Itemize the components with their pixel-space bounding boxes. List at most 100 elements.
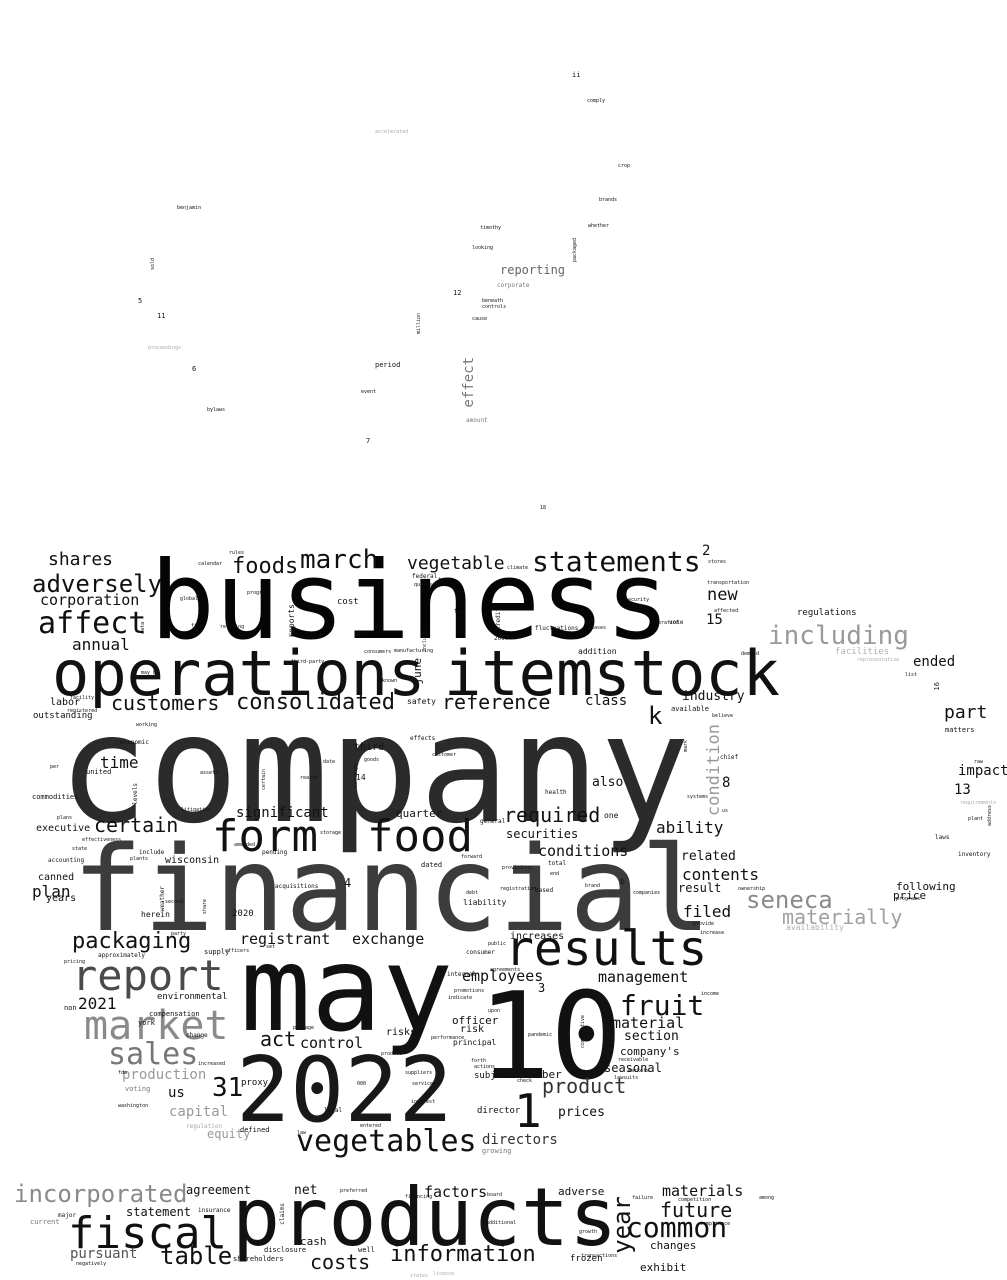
cloud-word: quarter [396,807,443,820]
cloud-word: commodities [32,793,79,801]
cloud-word: party [171,931,187,937]
cloud-word: addition [578,647,617,656]
cloud-word: cost [337,597,359,607]
cloud-word: b [620,877,625,886]
cloud-word: ownership [738,886,766,892]
cloud-word: labor [50,697,81,708]
cloud-word: outstanding [33,711,93,721]
cloud-word: officer [452,1014,499,1027]
cloud-word: affected [714,608,739,614]
cloud-word: ii [572,71,581,79]
cloud-word: health [545,789,567,796]
cloud-word: receivable [618,1057,649,1063]
cloud-word: including [768,621,909,651]
cloud-word: markets [628,1068,650,1074]
cloud-word: seasonal [604,1061,662,1075]
cloud-word: stores [708,559,727,565]
cloud-word: working [136,722,158,728]
cloud-word: end [550,871,560,877]
cloud-word: credit [495,608,502,630]
cloud-word: legal [324,1107,343,1114]
cloud-word: material [612,1014,685,1032]
cloud-word: tax [454,608,465,615]
cloud-word: production [122,1067,207,1083]
cloud-word: actions [474,1064,496,1070]
cloud-word: certain [261,769,267,791]
cloud-word: york [138,1019,155,1027]
cloud-word: annual [72,635,130,654]
cloud-word: goods [364,757,380,763]
cloud-word: calendar [198,561,223,567]
cloud-word: upon [488,1008,501,1014]
cloud-word: internal [447,971,476,978]
cloud-word: failure [632,1195,654,1201]
cloud-word: second [165,899,184,905]
cloud-word: consumer [466,949,495,956]
cloud-word: affect [38,606,147,641]
cloud-word: board [487,1192,503,1198]
cloud-word: j [226,773,230,779]
cloud-word: performance [431,1035,465,1041]
cloud-word: competition [678,1197,712,1203]
cloud-word: mark [683,740,689,753]
cloud-word: accelerated [375,129,409,135]
cloud-word: 13 [954,782,971,798]
cloud-word: exchange [352,930,425,948]
cloud-word: systems [687,794,709,800]
cloud-word: negatively [76,1261,107,1267]
cloud-word: equity [207,1127,251,1141]
cloud-word: 16 [933,682,941,691]
cloud-word: program [247,590,269,596]
cloud-word: interest [411,1099,436,1105]
cloud-word: 7 [366,437,371,445]
cloud-word: share [202,899,208,915]
cloud-word: financing [405,1194,433,1200]
cloud-word: states [410,1273,429,1279]
cloud-word: common [626,1211,728,1244]
cloud-word: third [354,742,385,753]
cloud-word: promotions [454,988,485,994]
cloud-word: accounting [48,857,85,864]
cloud-word: plan [32,882,71,901]
cloud-word: package [293,1025,315,1031]
cloud-word: june [411,658,424,685]
cloud-word: 12 [453,289,462,297]
cloud-word: 2020 [232,909,254,919]
cloud-word: table [160,1242,233,1270]
cloud-word: services [412,1081,437,1087]
cloud-word: 2022 [236,1038,453,1143]
cloud-word: income [701,991,720,997]
cloud-word: seneca [746,886,833,914]
cloud-word: operations [52,637,426,710]
cloud-word: filed [683,902,732,921]
cloud-word: approximately [98,952,145,959]
cloud-word: product [542,1074,627,1098]
cloud-word: dated [421,861,443,869]
cloud-word: food [367,811,473,862]
cloud-word: agreement [186,1183,252,1197]
cloud-word: effect [461,357,477,408]
cloud-word: period [375,361,401,369]
cloud-word: global [180,596,199,602]
cloud-word: insurance [198,1207,231,1214]
cloud-word: brands [599,197,618,203]
cloud-word: availability [786,923,844,932]
cloud-word: effects [410,735,436,742]
cloud-word: growth [579,1229,598,1235]
cloud-word: canned [38,872,75,883]
cloud-word: regulation [186,1123,223,1130]
cloud-word: disclosure [264,1246,307,1254]
cloud-word: benjamin [177,205,202,211]
cloud-word: contents [682,865,760,884]
cloud-word: control [300,1034,364,1052]
cloud-word: pursuant [70,1246,138,1262]
cloud-word: regulations [797,608,857,618]
cloud-word: registered [67,708,98,714]
cloud-word: looking [472,245,494,251]
cloud-word: impact [958,763,1007,779]
cloud-word: risks [386,1027,417,1038]
cloud-word: frozen [570,1254,603,1264]
cloud-word: fluctuations [535,625,579,632]
cloud-word: provisions [502,865,533,871]
cloud-word: date [323,759,336,765]
